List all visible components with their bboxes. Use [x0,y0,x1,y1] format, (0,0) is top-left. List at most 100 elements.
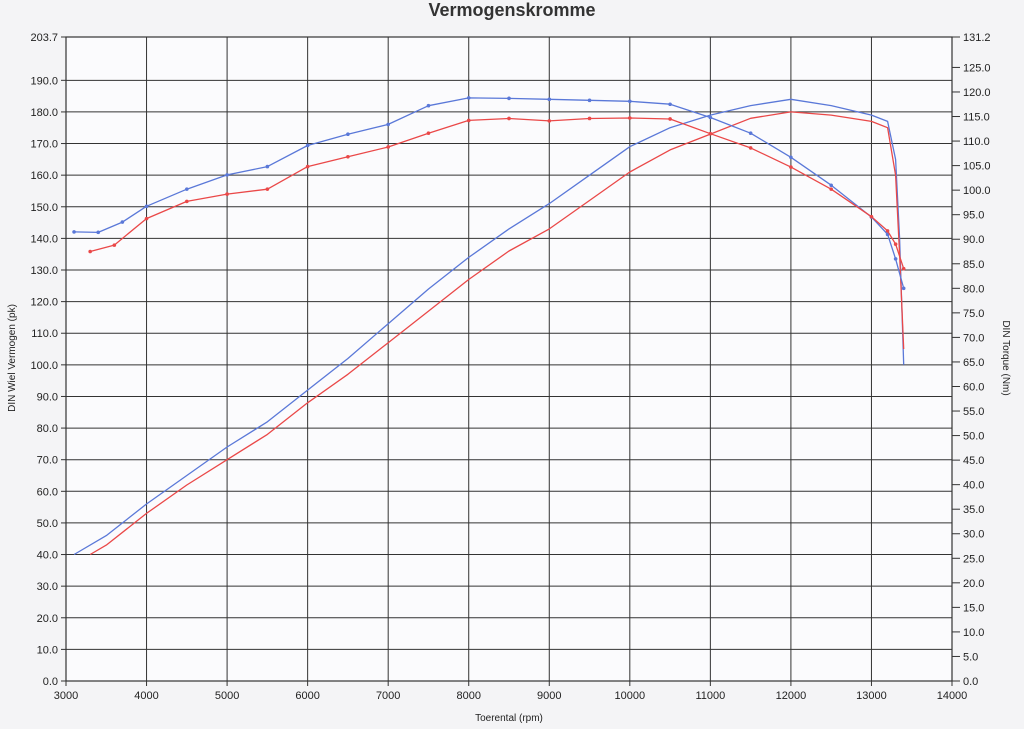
y-right-tick-label: 45.0 [963,455,984,467]
data-point [893,257,898,261]
series-1-left-red [89,111,905,556]
y-right-tick-label: 85.0 [963,259,984,271]
y-right-tick-label: 100.0 [963,185,991,197]
data-point [901,286,906,291]
y-right-tick-label: 65.0 [963,357,984,369]
data-point [88,249,92,254]
data-point [885,229,890,233]
y-axis-left-title: DIN Wiel Vermogen (pk) [7,304,18,412]
plot-frame [65,36,953,682]
data-point [426,131,431,136]
y-left-tick-label: 203.7 [30,32,58,44]
series-line [89,111,905,556]
data-point [185,187,189,191]
data-point [829,187,833,191]
y-left-tick-label: 40.0 [37,550,58,562]
chart-title: Vermogenskromme [428,0,595,20]
data-point [346,132,350,136]
data-point [265,187,270,191]
y-right-tick-label: 5.0 [963,651,978,663]
y-left-tick-label: 20.0 [37,613,58,625]
y-right-tick-label: 30.0 [963,529,984,541]
y-right-tick-label: 20.0 [963,578,984,590]
x-tick-label: 12000 [776,690,807,702]
y-right-tick-label: 0.0 [963,676,978,688]
y-left-tick-label: 30.0 [37,581,58,593]
data-point [265,164,270,169]
data-point [185,199,189,204]
y-right-tick-label: 115.0 [963,112,990,124]
x-tick-label: 13000 [856,690,887,702]
data-point [547,97,552,102]
data-point [748,131,753,136]
y-left-tick-label: 190.0 [30,75,58,87]
y-right-tick-label: 110.0 [963,136,990,148]
y-left-tick-label: 80.0 [37,423,58,435]
x-tick-label: 14000 [937,690,968,702]
y-right-tick-label: 75.0 [963,308,984,320]
data-point [789,155,793,160]
x-tick-label: 5000 [215,690,239,702]
y-left-tick-label: 130.0 [30,265,58,277]
y-right-tick-label: 50.0 [963,431,984,443]
y-left-tick-label: 50.0 [37,518,58,530]
y-left-tick-label: 180.0 [30,107,58,119]
data-point [869,214,874,219]
y-left-tick-label: 170.0 [30,139,58,151]
y-right-tick-label: 131.2 [963,32,991,44]
x-tick-label: 4000 [134,690,158,702]
x-tick-label: 3000 [54,690,78,702]
grid [61,36,960,686]
y-left-tick-label: 150.0 [30,202,58,214]
y-right-tick-label: 95.0 [963,210,984,222]
data-point [587,116,592,121]
series-0-left-blue [73,98,905,556]
y-right-tick-label: 70.0 [963,332,984,344]
data-point [829,183,833,188]
y-left-tick-label: 120.0 [30,297,58,309]
x-tick-label: 10000 [615,690,646,702]
y-right-tick-label: 35.0 [963,504,984,516]
data-point [72,230,76,234]
data-point [587,98,592,103]
y-left-tick-label: 60.0 [37,486,58,498]
data-point [708,131,713,136]
y-right-tick-label: 25.0 [963,553,984,565]
y-right-tick-label: 125.0 [963,62,991,74]
data-point [305,164,310,169]
data-point [305,143,310,148]
data-point [386,122,390,127]
y-right-tick-label: 105.0 [963,161,991,173]
data-point [507,96,511,101]
y-axis-right-title: DIN Torque (Nm) [1000,320,1011,395]
x-axis-title: Toerental (rpm) [475,713,543,724]
y-left-tick-label: 110.0 [31,328,58,340]
x-tick-label: 8000 [456,690,480,702]
series-3-right-red [88,116,906,271]
data-point [628,116,632,120]
y-left-tick-label: 0.0 [43,676,58,688]
y-right-tick-label: 80.0 [963,283,984,295]
data-point [426,103,431,108]
data-point [466,96,471,100]
data-point [789,165,793,169]
data-point [668,102,672,107]
x-tick-label: 9000 [537,690,561,702]
y-right-tick-label: 15.0 [963,602,984,614]
x-tick-label: 6000 [295,690,319,702]
data-point [144,216,149,221]
data-point [346,154,350,159]
data-point [748,146,753,150]
y-left-tick-label: 100.0 [30,360,58,372]
data-point [507,116,511,121]
y-left-tick-label: 10.0 [37,644,58,656]
y-right-tick-label: 40.0 [963,480,984,492]
plot-area [66,37,952,681]
series-line [90,117,905,269]
data-point [628,99,632,104]
data-point [901,266,906,271]
y-left-tick-label: 140.0 [30,233,58,245]
series-line [73,98,905,556]
